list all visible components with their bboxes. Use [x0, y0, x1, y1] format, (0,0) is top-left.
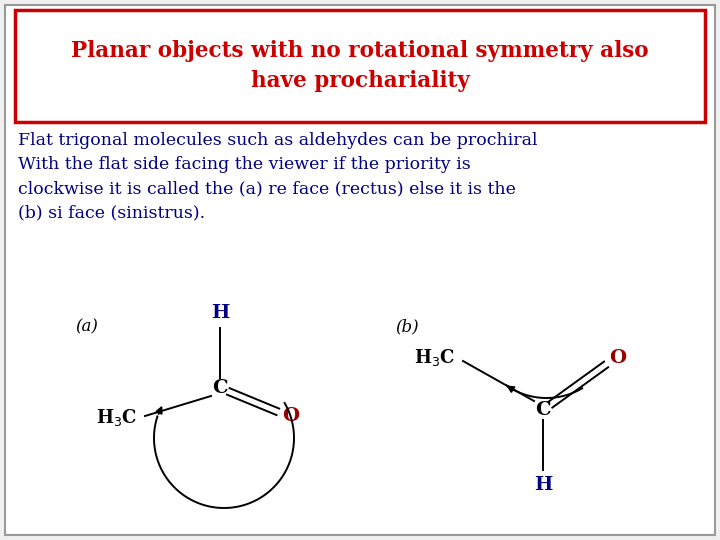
Text: (b): (b) [395, 318, 418, 335]
Text: C: C [212, 379, 228, 397]
Text: H$_3$C: H$_3$C [96, 408, 137, 429]
Text: C: C [535, 401, 551, 419]
Text: (a): (a) [75, 318, 98, 335]
Text: O: O [609, 349, 626, 367]
Text: O: O [282, 407, 300, 425]
FancyBboxPatch shape [5, 5, 715, 535]
Text: Flat trigonal molecules such as aldehydes can be prochiral
With the flat side fa: Flat trigonal molecules such as aldehyde… [18, 132, 538, 221]
Text: H: H [534, 476, 552, 494]
Text: Planar objects with no rotational symmetry also
have prochariality: Planar objects with no rotational symmet… [71, 40, 649, 92]
FancyBboxPatch shape [15, 10, 705, 122]
Text: H$_3$C: H$_3$C [414, 348, 455, 368]
Text: H: H [211, 304, 229, 322]
